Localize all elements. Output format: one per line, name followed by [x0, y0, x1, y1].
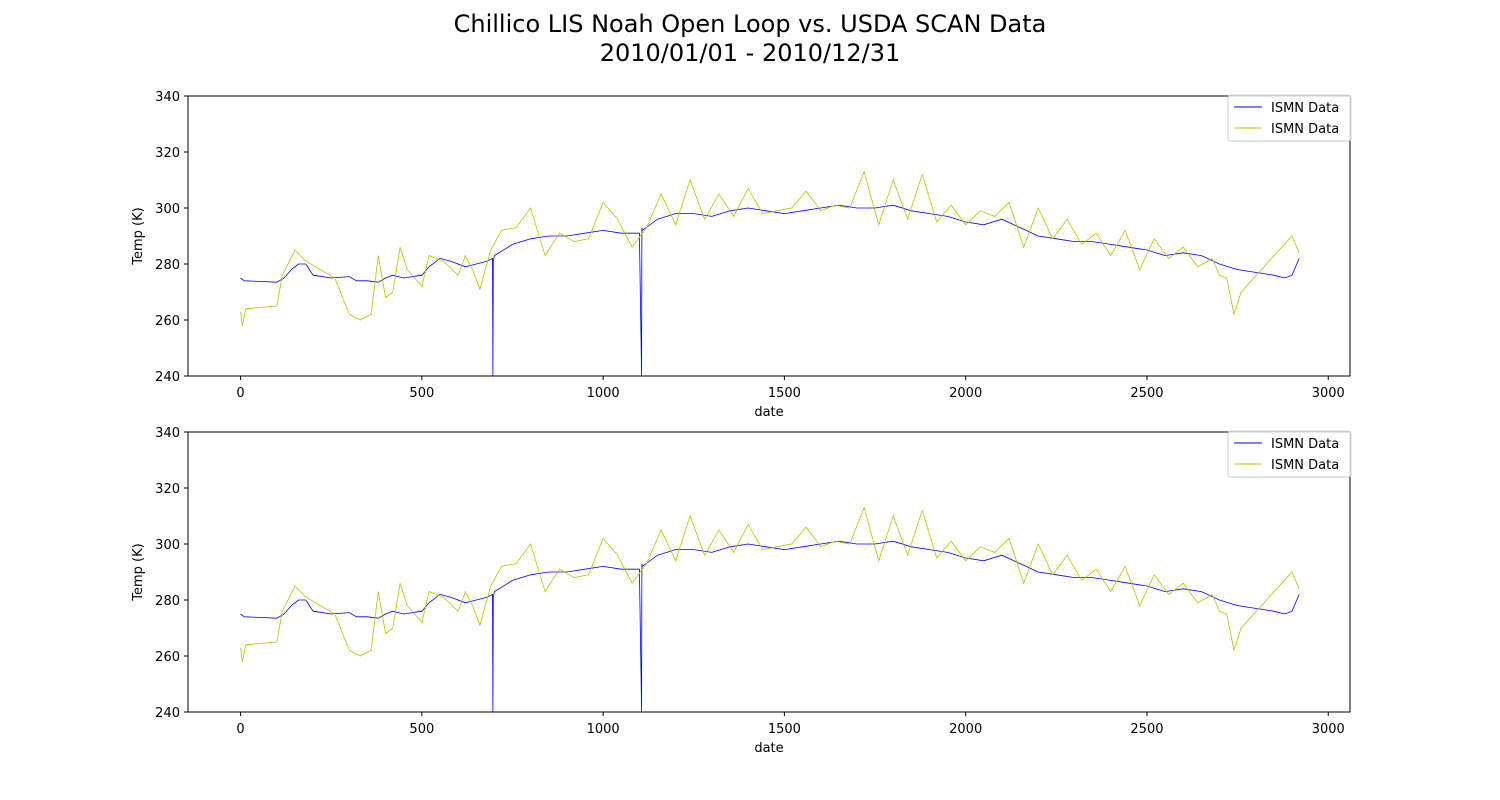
- x-tick-label: 3000: [1312, 386, 1345, 401]
- x-tick-label: 500: [409, 386, 434, 401]
- y-tick-label: 240: [155, 370, 180, 385]
- y-tick-label: 280: [155, 594, 180, 609]
- legend-label: ISMN Data: [1271, 101, 1339, 116]
- series-line-1: [240, 204, 1300, 376]
- x-tick-label: 1500: [768, 722, 801, 737]
- series-line-2: [240, 506, 1300, 662]
- series-line-2: [240, 170, 1300, 326]
- legend: ISMN Data ISMN Data: [1227, 94, 1352, 142]
- x-tick-label: 1000: [587, 386, 620, 401]
- x-tick-label: 500: [409, 722, 434, 737]
- figure-title-line-2: 2010/01/01 - 2010/12/31: [599, 39, 901, 67]
- y-tick-label: 260: [155, 650, 180, 665]
- x-tick-label: 2500: [1130, 386, 1163, 401]
- y-tick-label: 280: [155, 258, 180, 273]
- x-tick-label: 1500: [768, 386, 801, 401]
- x-tick-label: 2500: [1130, 722, 1163, 737]
- subplot-1: 0 500 1000 1500 2000 2500 3000 240 260 280 300 320 3…: [131, 90, 1352, 420]
- x-tick-label: 1000: [587, 722, 620, 737]
- y-tick-label: 340: [155, 90, 180, 105]
- plot-frame: [187, 95, 1351, 377]
- y-tick-label: 240: [155, 706, 180, 721]
- legend-label: ISMN Data: [1271, 122, 1339, 137]
- y-tick-label: 320: [155, 146, 180, 161]
- figure-title-line-1: Chillico LIS Noah Open Loop vs. USDA SCA…: [453, 10, 1047, 38]
- x-axis-label: date: [754, 405, 783, 420]
- legend: ISMN Data ISMN Data: [1227, 430, 1352, 478]
- y-tick-label: 260: [155, 314, 180, 329]
- x-tick-label: 2000: [949, 386, 982, 401]
- y-tick-label: 300: [155, 538, 180, 553]
- y-tick-label: 300: [155, 202, 180, 217]
- x-axis-label: date: [754, 741, 783, 756]
- figure-title: Chillico LIS Noah Open Loop vs. USDA SCA…: [0, 10, 1500, 68]
- plot-frame: [187, 431, 1351, 713]
- subplot-2: 0 500 1000 1500 2000 2500 3000 240 260 280 300 320 3…: [131, 426, 1352, 756]
- x-tick-label: 2000: [949, 722, 982, 737]
- y-tick-label: 320: [155, 482, 180, 497]
- x-tick-label: 0: [236, 722, 244, 737]
- y-axis-label: Temp (K): [131, 207, 146, 265]
- legend-label: ISMN Data: [1271, 437, 1339, 452]
- x-tick-label: 3000: [1312, 722, 1345, 737]
- series-line-1: [240, 540, 1300, 712]
- y-axis-label: Temp (K): [131, 543, 146, 601]
- y-tick-label: 340: [155, 426, 180, 441]
- x-tick-label: 0: [236, 386, 244, 401]
- legend-label: ISMN Data: [1271, 458, 1339, 473]
